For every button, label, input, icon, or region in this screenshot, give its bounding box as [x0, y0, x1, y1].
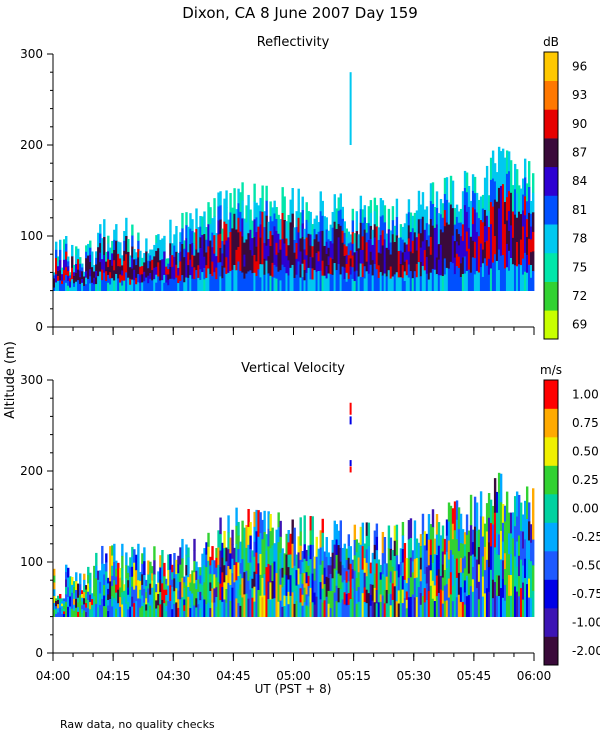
colorbar-label: 96 [572, 59, 587, 73]
colorbar-unit: dB [543, 35, 559, 49]
y-tick-label: 0 [35, 320, 43, 334]
x-tick-label: 04:45 [216, 669, 251, 683]
panel-title: Reflectivity [257, 35, 330, 50]
x-tick-label: 04:00 [36, 669, 71, 683]
x-tick-label: 05:00 [276, 669, 311, 683]
data-field [53, 146, 535, 291]
colorbar-label: -1.00 [572, 615, 600, 629]
colorbar-label: 0.75 [572, 416, 599, 430]
colorbar-swatch [544, 408, 558, 438]
colorbar-label: 81 [572, 203, 587, 217]
colorbar-swatch [544, 551, 558, 580]
reflectivity-panel: Reflectivity 0 100 200 300 69 72 75 78 81 84 87 90 93… [20, 35, 587, 340]
colorbar-swatch [544, 166, 558, 196]
x-tick-label: 05:30 [396, 669, 431, 683]
colorbar: -2.00 -1.00 -0.75 -0.50 -0.25 0.00 0.25 0.50 0.7… [540, 363, 600, 666]
colorbar-swatch [544, 636, 558, 666]
colorbar-swatch [544, 109, 558, 139]
colorbar-swatch [544, 437, 558, 466]
colorbar-label: 0.50 [572, 444, 599, 458]
colorbar: 69 72 75 78 81 84 87 90 93 96 dB [543, 35, 587, 340]
y-tick-label: 200 [20, 138, 43, 152]
colorbar-swatch [544, 281, 558, 311]
colorbar-label: 93 [572, 88, 587, 102]
colorbar-label: 90 [572, 117, 587, 131]
y-tick-label: 100 [20, 555, 43, 569]
colorbar-label: 0.00 [572, 501, 599, 515]
footnote: Raw data, no quality checks [60, 718, 215, 731]
figure-title: Dixon, CA 8 June 2007 Day 159 [182, 4, 418, 22]
colorbar-label: -2.00 [572, 644, 600, 658]
colorbar-label: 84 [572, 174, 587, 188]
y-axis-label: Altitude (m) [3, 341, 18, 419]
isolated-echo [349, 402, 352, 473]
panel-title: Vertical Velocity [241, 361, 345, 376]
colorbar-label: 75 [572, 260, 587, 274]
colorbar-swatch [544, 579, 558, 609]
vertical-velocity-panel: Vertical Velocity 0 100 200 300 04:00 04:15 04:… [20, 361, 600, 683]
colorbar-label: 72 [572, 289, 587, 303]
colorbar-swatch [544, 310, 558, 340]
colorbar-label: 78 [572, 232, 587, 246]
colorbar-label: 69 [572, 318, 587, 332]
colorbar-swatch [544, 195, 558, 225]
colorbar-label: 0.25 [572, 473, 599, 487]
x-tick-label: 04:30 [156, 669, 191, 683]
colorbar-swatch [544, 608, 558, 637]
colorbar-swatch [544, 224, 558, 254]
y-tick-label: 0 [35, 646, 43, 660]
colorbar-swatch [544, 252, 558, 282]
x-tick-label: 05:45 [457, 669, 492, 683]
isolated-echo [349, 72, 352, 145]
colorbar-unit: m/s [540, 363, 562, 377]
y-tick-label: 100 [20, 229, 43, 243]
colorbar-swatch [544, 138, 558, 168]
colorbar-swatch [544, 80, 558, 110]
data-field [53, 472, 535, 618]
colorbar-label: -0.75 [572, 587, 600, 601]
colorbar-label: -0.25 [572, 530, 600, 544]
colorbar-swatch [544, 465, 558, 495]
y-tick-label: 200 [20, 464, 43, 478]
x-axis-label: UT (PST + 8) [255, 682, 332, 696]
x-tick-label: 06:00 [517, 669, 552, 683]
colorbar-label: 1.00 [572, 387, 599, 401]
colorbar-swatch [544, 522, 558, 552]
colorbar-swatch [544, 494, 558, 523]
colorbar-swatch [544, 52, 558, 81]
colorbar-label: -0.50 [572, 558, 600, 572]
y-tick-label: 300 [20, 47, 43, 61]
x-tick-label: 04:15 [96, 669, 131, 683]
x-tick-label: 05:15 [336, 669, 371, 683]
colorbar-label: 87 [572, 145, 587, 159]
colorbar-swatch [544, 380, 558, 409]
y-tick-label: 300 [20, 373, 43, 387]
